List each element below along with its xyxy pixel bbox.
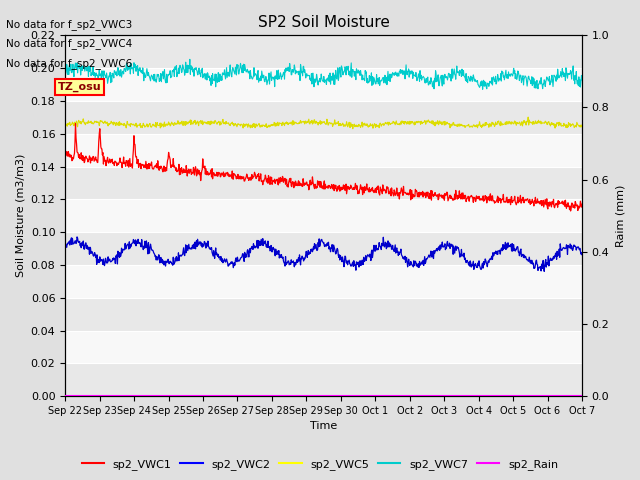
sp2_VWC5 [270,120,278,125]
sp2_Rain [578,393,586,398]
sp2_Rain [416,393,424,398]
sp2_VWC2 [578,252,586,258]
sp2_Rain [474,393,481,398]
sp2_VWC7 [474,82,482,88]
sp2_VWC7 [61,75,69,81]
sp2_VWC1 [417,192,424,198]
sp2_VWC2 [465,262,472,268]
sp2_VWC5 [61,122,69,128]
Line: sp2_VWC1: sp2_VWC1 [65,124,582,211]
sp2_VWC1 [271,176,278,182]
Y-axis label: Raim (mm): Raim (mm) [615,184,625,247]
sp2_VWC1 [465,194,472,200]
Bar [65,167,582,199]
sp2_VWC1 [72,121,79,127]
sp2_VWC2 [73,234,81,240]
sp2_Rain [464,393,472,398]
Bar [65,134,582,167]
sp2_VWC2 [417,261,424,266]
Text: TZ_osu: TZ_osu [58,82,101,92]
sp2_VWC1 [289,180,297,186]
sp2_VWC1 [61,151,69,156]
Bar [65,363,582,396]
Line: sp2_VWC2: sp2_VWC2 [65,237,582,271]
sp2_VWC2 [115,253,122,259]
sp2_VWC1 [115,161,122,167]
Y-axis label: Soil Moisture (m3/m3): Soil Moisture (m3/m3) [15,154,25,277]
sp2_Rain [270,393,278,398]
sp2_VWC5 [289,118,296,123]
Line: sp2_VWC5: sp2_VWC5 [65,117,582,129]
X-axis label: Time: Time [310,421,337,432]
Bar [65,199,582,232]
sp2_Rain [289,393,296,398]
Text: No data for f_sp2_VWC4: No data for f_sp2_VWC4 [6,38,132,49]
Bar [65,265,582,298]
sp2_VWC1 [567,208,575,214]
Text: No data for f_sp2_VWC3: No data for f_sp2_VWC3 [6,19,132,30]
sp2_VWC7 [289,70,297,75]
sp2_Rain [114,393,122,398]
Bar [65,68,582,101]
sp2_VWC5 [578,123,586,129]
sp2_VWC1 [474,196,482,202]
Bar [65,331,582,363]
sp2_VWC7 [271,84,278,89]
sp2_VWC5 [465,121,472,127]
sp2_VWC7 [114,65,122,71]
Legend: sp2_VWC1, sp2_VWC2, sp2_VWC5, sp2_VWC7, sp2_Rain: sp2_VWC1, sp2_VWC2, sp2_VWC5, sp2_VWC7, … [77,455,563,474]
Bar [65,36,582,68]
sp2_VWC5 [474,123,482,129]
Title: SP2 Soil Moisture: SP2 Soil Moisture [258,15,390,30]
sp2_VWC7 [417,75,424,81]
Bar [65,298,582,331]
Line: sp2_VWC7: sp2_VWC7 [65,60,582,89]
Bar [65,232,582,265]
sp2_VWC7 [578,77,586,83]
sp2_VWC5 [417,121,424,127]
sp2_VWC2 [474,260,482,266]
sp2_VWC5 [524,114,532,120]
sp2_VWC2 [289,258,297,264]
sp2_VWC7 [479,86,486,92]
sp2_VWC7 [465,74,472,80]
sp2_VWC7 [186,57,194,62]
sp2_VWC5 [114,122,122,128]
sp2_Rain [61,393,69,398]
sp2_VWC5 [349,126,356,132]
Bar [65,101,582,134]
sp2_VWC1 [578,202,586,207]
Text: No data for f_sp2_VWC6: No data for f_sp2_VWC6 [6,58,132,69]
sp2_VWC2 [61,241,69,247]
sp2_VWC2 [271,251,278,256]
sp2_VWC2 [540,268,548,274]
